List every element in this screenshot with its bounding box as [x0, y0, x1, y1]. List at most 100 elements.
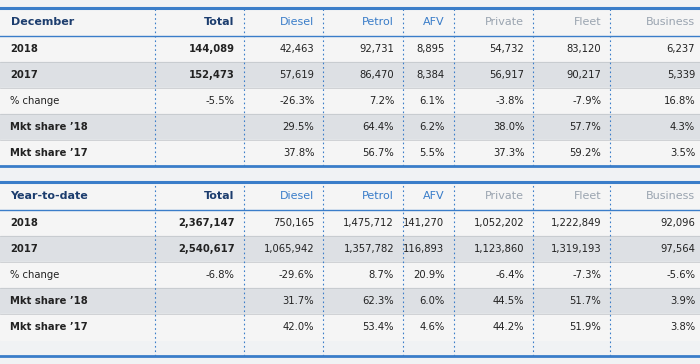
Text: 2,367,147: 2,367,147	[178, 218, 235, 228]
Bar	[0, 314, 700, 340]
Text: AFV: AFV	[423, 191, 445, 201]
Text: 42,463: 42,463	[280, 44, 314, 54]
Text: -7.9%: -7.9%	[573, 96, 601, 106]
Text: 37.3%: 37.3%	[493, 148, 524, 158]
Text: 16.8%: 16.8%	[664, 96, 695, 106]
Text: 6.1%: 6.1%	[419, 96, 445, 106]
Bar	[0, 262, 700, 288]
Text: -26.3%: -26.3%	[279, 96, 314, 106]
Text: 54,732: 54,732	[489, 44, 524, 54]
Text: 1,357,782: 1,357,782	[344, 244, 394, 254]
Text: 37.8%: 37.8%	[283, 148, 314, 158]
Text: 97,564: 97,564	[660, 244, 695, 254]
Text: 144,089: 144,089	[188, 44, 234, 54]
Text: Mkt share ’17: Mkt share ’17	[10, 148, 88, 158]
Text: 2018: 2018	[10, 44, 38, 54]
Text: 8,384: 8,384	[416, 70, 444, 80]
Text: Fleet: Fleet	[574, 17, 601, 27]
Text: 44.2%: 44.2%	[493, 322, 524, 332]
Bar	[0, 182, 700, 210]
Text: 1,222,849: 1,222,849	[551, 218, 601, 228]
Text: 64.4%: 64.4%	[363, 122, 394, 132]
Text: 1,123,860: 1,123,860	[474, 244, 524, 254]
Text: 2017: 2017	[10, 244, 38, 254]
Text: 1,065,942: 1,065,942	[264, 244, 314, 254]
Bar	[0, 114, 700, 140]
Text: Petrol: Petrol	[362, 17, 394, 27]
Text: 1,475,712: 1,475,712	[343, 218, 394, 228]
Text: 2017: 2017	[10, 70, 38, 80]
Text: 92,731: 92,731	[359, 44, 394, 54]
Text: 8,895: 8,895	[416, 44, 444, 54]
Text: 8.7%: 8.7%	[369, 270, 394, 280]
Text: Private: Private	[485, 191, 524, 201]
Text: 3.9%: 3.9%	[670, 296, 695, 306]
Text: % change: % change	[10, 96, 60, 106]
Bar	[0, 36, 700, 62]
Text: -5.5%: -5.5%	[206, 96, 234, 106]
Text: 141,270: 141,270	[403, 218, 444, 228]
Text: 59.2%: 59.2%	[570, 148, 601, 158]
Bar	[0, 236, 700, 262]
Text: 42.0%: 42.0%	[283, 322, 314, 332]
Text: 4.6%: 4.6%	[419, 322, 445, 332]
Text: Business: Business	[646, 17, 695, 27]
Text: 29.5%: 29.5%	[283, 122, 314, 132]
Bar	[0, 288, 700, 314]
Text: 152,473: 152,473	[189, 70, 234, 80]
Text: Mkt share ’17: Mkt share ’17	[10, 322, 88, 332]
Text: 2018: 2018	[10, 218, 38, 228]
Text: 20.9%: 20.9%	[413, 270, 444, 280]
Text: 92,096: 92,096	[660, 218, 695, 228]
Text: 51.9%: 51.9%	[570, 322, 601, 332]
Text: 3.8%: 3.8%	[670, 322, 695, 332]
Text: 5.5%: 5.5%	[419, 148, 445, 158]
Text: December: December	[10, 17, 74, 27]
Text: 86,470: 86,470	[360, 70, 394, 80]
Text: Diesel: Diesel	[280, 191, 314, 201]
Text: 31.7%: 31.7%	[283, 296, 314, 306]
Bar	[0, 8, 700, 36]
Text: -5.6%: -5.6%	[666, 270, 695, 280]
Text: 5,339: 5,339	[666, 70, 695, 80]
Text: % change: % change	[10, 270, 60, 280]
Text: -7.3%: -7.3%	[573, 270, 601, 280]
Text: -29.6%: -29.6%	[279, 270, 314, 280]
Text: 51.7%: 51.7%	[570, 296, 601, 306]
Text: 38.0%: 38.0%	[493, 122, 524, 132]
Text: Total: Total	[204, 191, 234, 201]
Text: Fleet: Fleet	[574, 191, 601, 201]
Text: Diesel: Diesel	[280, 17, 314, 27]
Text: 83,120: 83,120	[567, 44, 601, 54]
Text: 57,619: 57,619	[279, 70, 314, 80]
Text: 116,893: 116,893	[403, 244, 444, 254]
Text: 1,052,202: 1,052,202	[474, 218, 524, 228]
Text: Private: Private	[485, 17, 524, 27]
Text: 6,237: 6,237	[666, 44, 695, 54]
Text: 3.5%: 3.5%	[670, 148, 695, 158]
Text: Total: Total	[204, 17, 234, 27]
Text: 56,917: 56,917	[489, 70, 524, 80]
Text: AFV: AFV	[423, 17, 445, 27]
Bar	[0, 210, 700, 236]
Text: 750,165: 750,165	[273, 218, 314, 228]
Text: Business: Business	[646, 191, 695, 201]
Text: 90,217: 90,217	[566, 70, 601, 80]
Text: Mkt share ’18: Mkt share ’18	[10, 296, 88, 306]
Text: 2,540,617: 2,540,617	[178, 244, 235, 254]
Text: 53.4%: 53.4%	[363, 322, 394, 332]
Text: 6.0%: 6.0%	[419, 296, 445, 306]
Text: Year-to-date: Year-to-date	[10, 191, 88, 201]
Text: 62.3%: 62.3%	[363, 296, 394, 306]
Text: -6.4%: -6.4%	[496, 270, 524, 280]
Bar	[0, 88, 700, 114]
Text: 56.7%: 56.7%	[363, 148, 394, 158]
Text: 4.3%: 4.3%	[670, 122, 695, 132]
Text: -3.8%: -3.8%	[496, 96, 524, 106]
Text: 1,319,193: 1,319,193	[551, 244, 601, 254]
Text: -6.8%: -6.8%	[206, 270, 234, 280]
Text: 57.7%: 57.7%	[570, 122, 601, 132]
Bar	[0, 62, 700, 88]
Text: Mkt share ’18: Mkt share ’18	[10, 122, 88, 132]
Bar	[0, 140, 700, 166]
